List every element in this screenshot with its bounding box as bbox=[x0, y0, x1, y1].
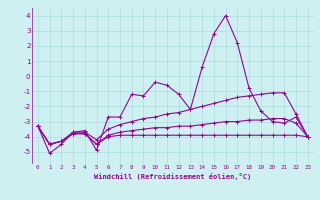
X-axis label: Windchill (Refroidissement éolien,°C): Windchill (Refroidissement éolien,°C) bbox=[94, 173, 252, 180]
